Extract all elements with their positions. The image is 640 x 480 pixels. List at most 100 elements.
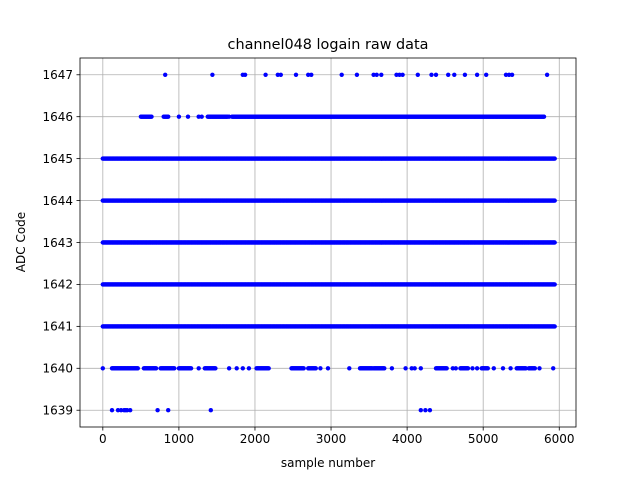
data-point	[544, 72, 550, 78]
data-point	[188, 366, 194, 371]
data-point	[423, 408, 428, 413]
data-point	[418, 408, 423, 413]
data-point	[400, 72, 405, 78]
data-point	[537, 366, 542, 371]
data-point	[427, 408, 433, 413]
data-point	[266, 366, 271, 371]
data-point	[446, 72, 451, 78]
data-point	[415, 72, 420, 78]
x-tick-label: 0	[99, 432, 107, 446]
x-tick-label: 2000	[240, 432, 271, 446]
data-point	[354, 72, 360, 78]
data-point	[166, 408, 171, 413]
data-point	[210, 72, 215, 78]
data-point	[208, 408, 213, 413]
data-point	[508, 366, 513, 371]
y-tick-label: 1643	[42, 236, 73, 250]
data-point	[149, 114, 154, 119]
data-point	[176, 114, 182, 119]
x-tick-label: 3000	[316, 432, 347, 446]
data-point	[309, 72, 314, 78]
data-point	[462, 72, 468, 78]
data-point	[313, 366, 318, 371]
data-point	[403, 366, 408, 371]
data-point	[185, 114, 191, 119]
data-point	[306, 72, 311, 78]
data-point	[552, 240, 557, 245]
data-point	[509, 72, 515, 78]
data-point	[397, 72, 402, 78]
y-tick-label: 1644	[42, 194, 73, 208]
data-point	[503, 72, 509, 78]
data-point	[339, 72, 344, 78]
plot-area: 0 1000 2000 3000 4000 5000 6000 1639 1640 1641 164…	[42, 57, 577, 446]
data-point	[484, 72, 489, 78]
y-tick-label: 1647	[42, 68, 73, 82]
data-point	[532, 366, 538, 371]
y-tick-label: 1640	[42, 362, 73, 376]
data-point	[552, 198, 557, 203]
data-point	[242, 72, 248, 78]
chart-title: channel048 logain raw data	[228, 37, 429, 53]
data-point	[153, 366, 159, 371]
data-point	[374, 72, 379, 78]
data-point	[225, 114, 230, 119]
data-point	[128, 408, 133, 413]
data-point	[318, 366, 323, 371]
y-tick-label: 1646	[42, 110, 73, 124]
data-point	[163, 72, 168, 78]
data-point	[474, 72, 480, 78]
data-point	[199, 114, 204, 119]
data-point	[465, 366, 471, 371]
data-point	[491, 366, 496, 371]
data-point	[433, 72, 439, 78]
data-point	[166, 114, 171, 119]
data-point	[301, 366, 306, 371]
data-point	[155, 408, 160, 413]
data-point	[379, 72, 384, 78]
data-point	[552, 324, 557, 329]
x-tick-label: 6000	[544, 432, 575, 446]
y-tick-label: 1639	[42, 404, 73, 418]
data-point	[226, 366, 232, 371]
data-point	[485, 366, 490, 371]
data-point	[196, 366, 201, 371]
data-point	[551, 366, 556, 371]
data-point	[429, 72, 434, 78]
data-point	[246, 366, 252, 371]
data-point	[135, 366, 140, 371]
x-tick-label: 4000	[392, 432, 423, 446]
data-point	[213, 366, 218, 371]
data-point	[115, 408, 121, 413]
data-point	[452, 72, 457, 78]
data-point	[347, 366, 352, 371]
data-point	[541, 114, 547, 119]
data-point	[418, 366, 423, 371]
data-point	[263, 72, 268, 78]
data-point	[389, 366, 395, 371]
data-point	[172, 366, 177, 371]
data-point	[470, 366, 475, 371]
data-point	[278, 72, 283, 78]
x-tick-label: 1000	[164, 432, 195, 446]
data-point	[240, 366, 245, 371]
data-point	[444, 366, 449, 371]
data-point	[109, 408, 115, 413]
data-point	[234, 366, 239, 371]
data-point	[382, 366, 387, 371]
data-point	[453, 366, 458, 371]
data-point	[552, 156, 557, 161]
data-point	[412, 366, 417, 371]
x-tick-label: 5000	[468, 432, 499, 446]
y-tick-label: 1641	[42, 320, 73, 334]
data-point	[500, 366, 506, 371]
data-point	[293, 72, 299, 78]
data-point	[371, 72, 376, 78]
x-axis-label: sample number	[281, 456, 375, 470]
y-axis-label: ADC Code	[14, 212, 28, 272]
y-tick-label: 1642	[42, 278, 73, 292]
data-point	[100, 366, 106, 371]
data-point	[325, 366, 331, 371]
